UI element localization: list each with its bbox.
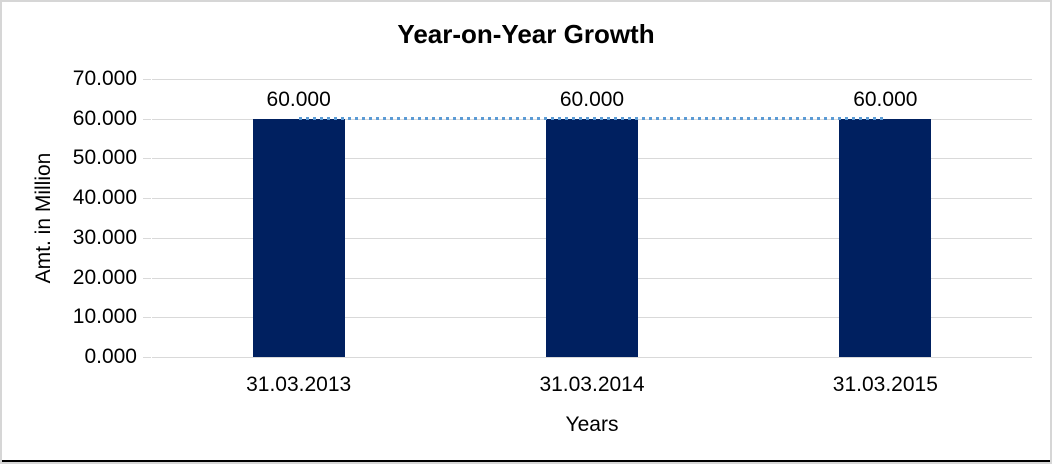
y-tick-label: 10.000: [72, 305, 137, 328]
bar: [839, 119, 932, 357]
y-axis-tick: [143, 119, 151, 120]
y-axis-tick: [143, 317, 151, 318]
x-tick-label: 31.03.2014: [539, 373, 645, 396]
bottom-border-line: [2, 460, 1050, 462]
y-tick-label: 20.000: [72, 266, 137, 289]
y-tick-label: 70.000: [72, 67, 137, 90]
bar-value-label: 60.000: [559, 88, 625, 111]
y-axis-tick: [143, 238, 151, 239]
y-tick-label: 60.000: [72, 107, 137, 130]
gridline: [152, 79, 1032, 80]
y-tick-label: 40.000: [72, 186, 137, 209]
bar-value-label: 60.000: [266, 88, 331, 111]
trendline: [298, 117, 886, 121]
gridline: [152, 357, 1032, 358]
y-tick-label: 30.000: [72, 226, 137, 249]
y-axis-tick: [143, 158, 151, 159]
y-axis-title: Amt. in Million: [32, 152, 55, 284]
bar-value-label: 60.000: [853, 88, 918, 111]
chart-title: Year-on-Year Growth: [397, 19, 655, 49]
bar: [252, 119, 345, 357]
y-tick-label: 50.000: [72, 146, 137, 169]
x-tick-label: 31.03.2013: [246, 373, 352, 396]
y-axis-tick: [143, 357, 151, 358]
x-tick-label: 31.03.2015: [832, 373, 938, 396]
y-axis-tick: [143, 79, 151, 80]
bar: [546, 119, 638, 357]
y-axis-tick: [143, 278, 151, 279]
y-axis-tick: [143, 198, 151, 199]
x-axis-title: Years: [565, 413, 619, 436]
y-tick-label: 0.000: [84, 345, 137, 368]
